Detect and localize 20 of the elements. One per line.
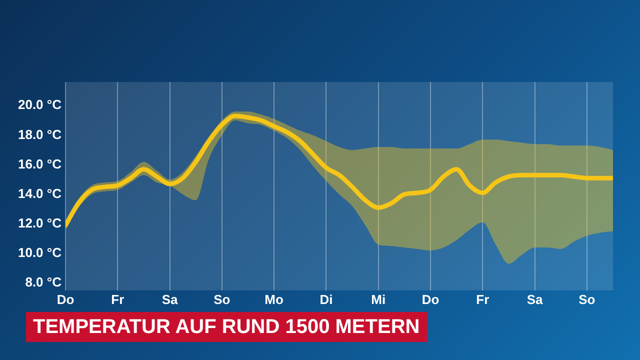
x-tick-label: Fr — [111, 292, 124, 307]
y-tick-label: 8.0 °C — [25, 274, 62, 290]
text: TEMPERATUR AUF RUND 1500 METERN — [26, 312, 427, 342]
x-tick-label: Mo — [264, 292, 284, 307]
x-tick-label: Di — [320, 292, 333, 307]
y-tick-label: 12.0 °C — [18, 215, 62, 230]
y-tick-label: 16.0 °C — [18, 156, 62, 172]
x-tick-label: Do — [422, 292, 440, 307]
y-tick-label: 18.0 °C — [18, 126, 62, 142]
x-tick-label: Fr — [476, 292, 490, 307]
y-tick-label: 10.0 °C — [18, 245, 62, 260]
x-tick-label: So — [214, 292, 230, 307]
y-tick-label: 14.0 °C — [18, 186, 62, 201]
x-tick-label: Do — [56, 292, 74, 307]
x-tick-label: So — [578, 292, 596, 307]
line-series — [66, 114, 613, 228]
x-tick-label: Sa — [162, 292, 179, 307]
y-tick-label: 20.0 °C — [18, 97, 62, 112]
x-tick-label: Mi — [371, 292, 386, 307]
x-tick-label: Sa — [526, 292, 544, 307]
